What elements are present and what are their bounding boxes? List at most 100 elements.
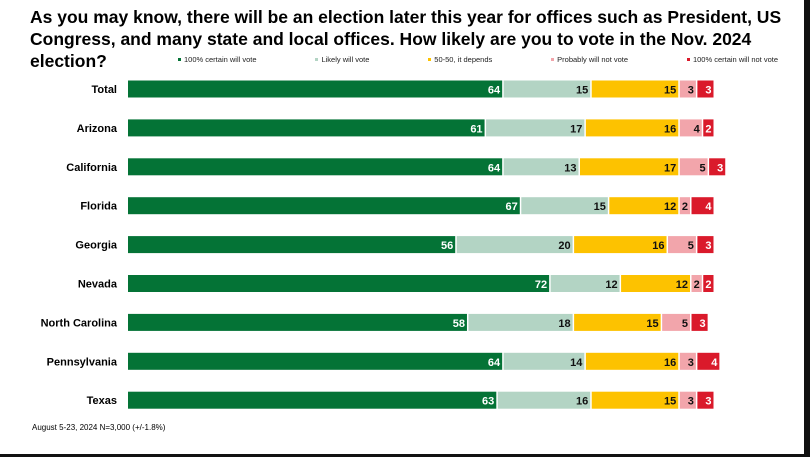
bar-segment — [574, 313, 661, 331]
category-label: Arizona — [77, 123, 118, 135]
bar-segment — [703, 119, 714, 137]
data-label: 58 — [453, 318, 465, 330]
data-label: 15 — [646, 318, 658, 330]
data-label: 12 — [676, 279, 688, 291]
data-label: 5 — [688, 240, 694, 252]
data-label: 15 — [664, 85, 676, 97]
bar-segment — [503, 80, 591, 98]
data-label: 64 — [488, 162, 501, 174]
legend-item: 50-50, it depends — [428, 55, 492, 64]
bar-segment — [128, 352, 503, 370]
category-label: California — [66, 162, 118, 174]
bar-segment — [691, 313, 708, 331]
data-label: 3 — [688, 396, 694, 408]
legend-swatch — [315, 58, 319, 61]
bar-segment — [574, 236, 667, 254]
data-label: 16 — [652, 240, 664, 252]
data-label: 3 — [705, 85, 711, 97]
bar-segment — [521, 197, 608, 215]
data-label: 16 — [664, 123, 676, 135]
data-label: 2 — [682, 201, 688, 213]
legend-item: 100% certain will not vote — [686, 55, 778, 64]
category-label: Georgia — [75, 240, 117, 252]
bar-segment — [662, 313, 691, 331]
bar-segment — [128, 391, 497, 409]
bar-segment — [691, 275, 702, 292]
bar-segment — [579, 158, 679, 176]
bar-segment — [128, 119, 485, 137]
data-label: 2 — [705, 123, 711, 135]
bar-segment — [591, 391, 679, 409]
data-label: 3 — [705, 240, 711, 252]
data-label: 17 — [664, 162, 676, 174]
bar-segment — [697, 236, 714, 254]
legend-item: Probably will not vote — [551, 55, 628, 64]
data-label: 12 — [605, 279, 617, 291]
legend-label: Likely will vote — [321, 55, 370, 64]
data-label: 3 — [700, 318, 706, 330]
bar-segment — [486, 119, 585, 137]
data-label: 5 — [682, 318, 688, 330]
bar-segment — [709, 158, 726, 176]
data-label: 3 — [717, 162, 723, 174]
data-label: 20 — [558, 240, 570, 252]
legend-label: Probably will not vote — [557, 55, 629, 64]
data-label: 15 — [594, 201, 606, 213]
bar-segment — [468, 313, 573, 331]
bar-segment — [679, 197, 691, 215]
category-label: Total — [92, 84, 117, 96]
bar-segment — [691, 197, 714, 215]
bar-segment — [679, 80, 696, 98]
legend-label: 100% certain will not vote — [692, 55, 778, 64]
data-label: 3 — [688, 357, 694, 369]
data-label: 16 — [576, 396, 588, 408]
data-label: 64 — [488, 357, 501, 369]
data-label: 4 — [694, 123, 701, 135]
bar-segment — [703, 275, 714, 292]
data-label: 16 — [664, 357, 676, 369]
data-label: 17 — [570, 123, 582, 135]
bar-segment — [609, 197, 679, 215]
bar-segment — [679, 352, 696, 370]
bar-segment — [585, 119, 679, 137]
bar-segment — [591, 80, 679, 98]
bar-segment — [585, 352, 679, 370]
bar-segment — [128, 313, 467, 331]
data-label: 13 — [564, 162, 576, 174]
bar-segment — [550, 275, 620, 292]
bar-segment — [128, 236, 456, 254]
data-label: 72 — [535, 279, 547, 291]
bar-segment — [128, 197, 520, 215]
bar-segment — [503, 352, 585, 370]
bar-segment — [679, 158, 708, 176]
legend-label: 100% certain will vote — [184, 55, 257, 64]
data-label: 15 — [576, 85, 588, 97]
data-label: 3 — [688, 85, 694, 97]
category-label: North Carolina — [41, 317, 118, 329]
legend-swatch — [428, 58, 432, 61]
data-label: 63 — [482, 396, 494, 408]
legend-item: 100% certain will vote — [178, 55, 257, 64]
data-label: 2 — [705, 279, 711, 291]
bar-segment — [697, 80, 714, 98]
bar-segment — [621, 275, 691, 292]
legend-label: 50-50, it depends — [434, 55, 493, 64]
data-label: 61 — [470, 123, 482, 135]
window-border — [804, 0, 810, 457]
data-label: 12 — [664, 201, 676, 213]
window-border-bottom — [0, 454, 810, 457]
data-label: 15 — [664, 396, 676, 408]
bar-segment — [128, 275, 550, 292]
chart-title: As you may know, there will be an electi… — [30, 7, 782, 71]
data-label: 18 — [558, 318, 570, 330]
category-label: Pennsylvania — [47, 356, 118, 368]
bar-segment — [697, 391, 714, 409]
legend-swatch — [551, 58, 555, 61]
bar-segment — [128, 80, 503, 98]
bar-segment — [128, 158, 503, 176]
footer-note: August 5-23, 2024 N=3,000 (+/-1.8%) — [32, 423, 166, 432]
legend-item: Likely will vote — [315, 55, 369, 64]
data-label: 3 — [705, 396, 711, 408]
